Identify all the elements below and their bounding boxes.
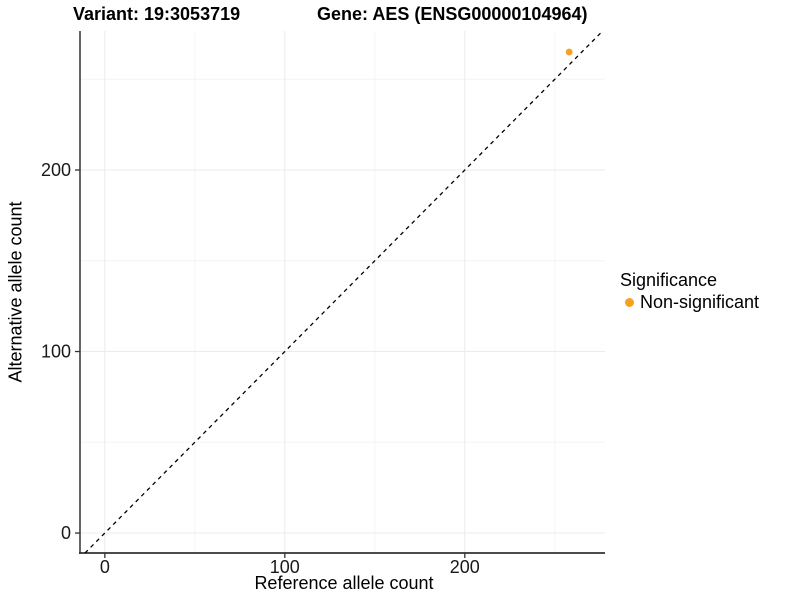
legend-key xyxy=(620,293,638,311)
y-axis-title: Alternative allele count xyxy=(5,201,26,383)
legend-item: Non-significant xyxy=(620,291,759,313)
x-tick-label: 0 xyxy=(100,557,110,577)
point-icon xyxy=(624,297,634,307)
x-tick-label: 200 xyxy=(450,557,480,577)
plot-title-gene: Gene: AES (ENSG00000104964) xyxy=(317,4,588,24)
y-tick-label: 100 xyxy=(41,342,71,362)
y-tick-label: 0 xyxy=(61,523,71,543)
y-tick-label: 200 xyxy=(41,160,71,180)
identity-line xyxy=(84,30,604,554)
plot-title-variant: Variant: 19:3053719 xyxy=(73,4,241,24)
legend-title: Significance xyxy=(620,270,718,290)
x-axis-title: Reference allele count xyxy=(254,573,434,593)
legend: Significance Non-significant xyxy=(620,269,759,313)
legend-item-label: Non-significant xyxy=(640,291,760,312)
x-tick-label: 100 xyxy=(270,557,300,577)
data-point xyxy=(565,48,573,56)
